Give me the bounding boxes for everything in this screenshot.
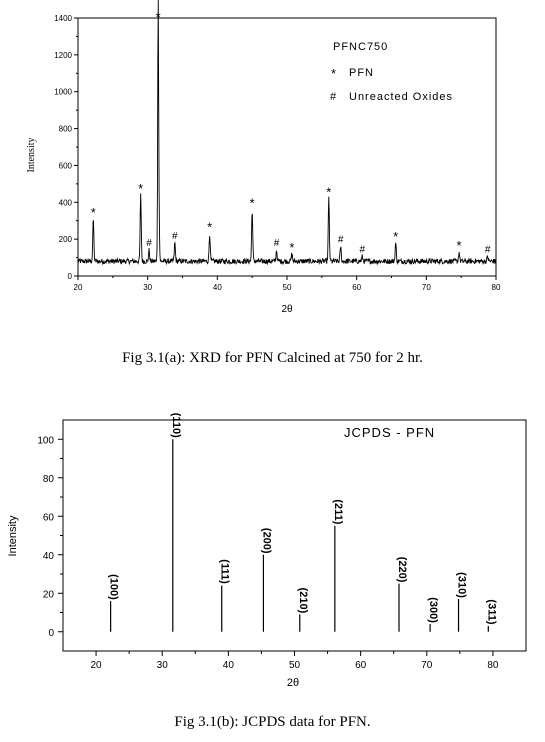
miller-index-label: (311): [485, 599, 497, 624]
oxide-peak-marker: #: [485, 245, 491, 256]
oxide-peak-marker: #: [274, 238, 280, 249]
jcpds-x-tick-label: 70: [421, 660, 433, 671]
xrd-y-axis-label: Intensity: [26, 138, 37, 173]
jcpds-x-tick-label: 20: [91, 660, 103, 671]
xrd-plot-frame: [77, 17, 497, 277]
pfn-peak-marker: *: [138, 181, 143, 196]
jcpds-y-tick-label: 0: [48, 628, 54, 639]
xrd-y-tick-label: 600: [59, 161, 73, 170]
oxide-peak-marker: #: [146, 238, 152, 249]
miller-index-label: (310): [456, 572, 468, 598]
xrd-y-axis: 0 200 400 600 800 1000 1200 1400: [54, 14, 78, 281]
xrd-y-tick-label: 400: [59, 198, 73, 207]
jcpds-reference-lines: (100) (110) (111) (200) (210) (211) (220) (300)…: [108, 413, 497, 632]
xrd-y-tick-label: 200: [59, 235, 73, 244]
xrd-figure-caption: Fig 3.1(a): XRD for PFN Calcined at 750 …: [122, 350, 423, 366]
pfn-peak-marker: *: [250, 196, 255, 211]
oxide-peak-marker: #: [172, 231, 178, 242]
jcpds-x-tick-label: 40: [223, 660, 235, 671]
pfn-peak-marker: *: [156, 10, 161, 25]
jcpds-y-tick-label: 60: [43, 512, 55, 523]
miller-index-label: (220): [396, 557, 408, 583]
legend-label-pfn: PFN: [349, 67, 374, 79]
jcpds-y-tick-label: 80: [43, 474, 55, 485]
miller-index-label: (300): [427, 597, 439, 623]
miller-index-label: (200): [260, 528, 272, 554]
xrd-legend: * PFN # Unreacted Oxides: [330, 66, 453, 103]
pfn-peak-marker: *: [289, 240, 294, 255]
xrd-x-tick-label: 60: [352, 283, 361, 292]
xrd-y-tick-label: 0: [68, 272, 73, 281]
xrd-y-tick-label: 800: [59, 125, 73, 134]
xrd-x-tick-label: 40: [213, 283, 222, 292]
legend-marker-pfn: *: [331, 66, 336, 81]
jcpds-y-tick-label: 40: [43, 551, 55, 562]
xrd-y-tick-label: 1200: [54, 51, 72, 60]
xrd-x-tick-label: 20: [74, 283, 83, 292]
pfn-peak-marker: *: [207, 220, 212, 235]
miller-index-label: (110): [170, 413, 182, 438]
jcpds-x-tick-label: 80: [487, 660, 499, 671]
jcpds-plot-frame: [62, 419, 527, 652]
xrd-y-tick-label: 1000: [54, 88, 72, 97]
miller-index-label: (211): [332, 499, 344, 524]
oxide-peak-marker: #: [338, 235, 344, 246]
miller-index-label: (111): [219, 559, 231, 584]
jcpds-x-tick-label: 50: [289, 660, 301, 671]
oxide-peak-marker: #: [359, 245, 365, 256]
xrd-peak-markers: * * # * # * * # * * # # * * #: [91, 10, 491, 256]
xrd-chart: 0 200 400 600 800 1000 1200 1400 20 30 40 50 60 70 80…: [26, 0, 501, 315]
xrd-chart-title: PFNC750: [333, 41, 388, 53]
jcpds-y-axis: 0 20 40 60 80 100: [37, 435, 63, 639]
xrd-x-axis-label: 2θ: [281, 304, 293, 315]
pfn-peak-marker: *: [91, 205, 96, 220]
jcpds-y-tick-label: 100: [37, 435, 54, 446]
pfn-peak-marker: *: [393, 229, 398, 244]
xrd-y-tick-label: 1400: [54, 14, 72, 23]
xrd-pattern-line: [77, 0, 497, 266]
xrd-x-tick-label: 70: [422, 283, 431, 292]
xrd-x-tick-label: 30: [143, 283, 152, 292]
jcpds-figure-caption: Fig 3.1(b): JCPDS data for PFN.: [174, 714, 371, 730]
jcpds-x-tick-label: 60: [355, 660, 367, 671]
pfn-peak-marker: *: [457, 238, 462, 253]
xrd-x-tick-label: 80: [492, 283, 501, 292]
xrd-x-tick-label: 50: [283, 283, 292, 292]
pfn-peak-marker: *: [326, 185, 331, 200]
jcpds-x-axis-label: 2θ: [287, 677, 299, 689]
miller-index-label: (100): [108, 574, 120, 600]
miller-index-label: (210): [297, 588, 309, 614]
xrd-x-axis: 20 30 40 50 60 70 80: [74, 276, 501, 292]
legend-marker-oxides: #: [330, 91, 337, 103]
jcpds-x-tick-label: 30: [157, 660, 169, 671]
jcpds-x-axis: 20 30 40 50 60 70 80: [91, 651, 499, 671]
jcpds-y-axis-label: Intensity: [7, 515, 19, 556]
legend-label-oxides: Unreacted Oxides: [349, 91, 453, 103]
jcpds-y-tick-label: 20: [43, 589, 55, 600]
jcpds-chart-title: JCPDS - PFN: [344, 425, 435, 440]
